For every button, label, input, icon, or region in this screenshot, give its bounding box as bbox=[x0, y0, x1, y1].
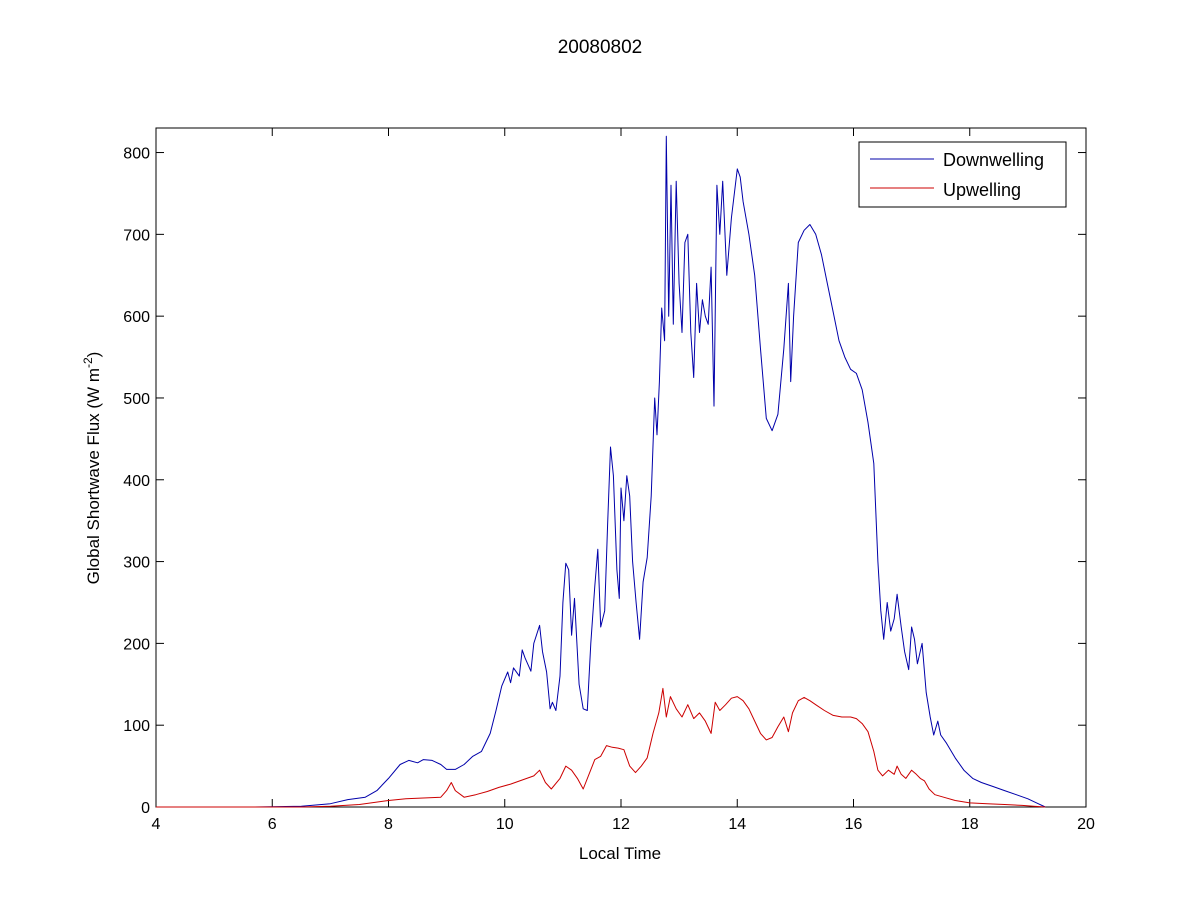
x-tick-label: 14 bbox=[728, 816, 746, 833]
y-axis-label-close: ) bbox=[84, 352, 103, 358]
y-axis-label-main: Global Shortwave Flux (W m bbox=[84, 368, 103, 584]
series-layer bbox=[156, 135, 1046, 808]
plot-area bbox=[155, 127, 1087, 808]
x-tick-label: 4 bbox=[152, 816, 161, 833]
y-tick-label: 400 bbox=[123, 473, 150, 490]
x-tick-label: 6 bbox=[268, 816, 277, 833]
y-axis-label: Global Shortwave Flux (W m-2) bbox=[81, 352, 103, 585]
y-axis-label-sup: -2 bbox=[81, 357, 95, 368]
legend-box bbox=[858, 141, 1067, 208]
legend: Downwelling Upwelling bbox=[858, 141, 1067, 208]
x-tick-label: 10 bbox=[496, 816, 514, 833]
legend-label-downwelling: Downwelling bbox=[943, 150, 1044, 170]
legend-label-upwelling: Upwelling bbox=[943, 180, 1021, 200]
x-axis-label: Local Time bbox=[579, 844, 661, 863]
chart-title: 20080802 bbox=[558, 37, 643, 58]
series-line-downwelling bbox=[156, 135, 1046, 808]
y-tick-label: 200 bbox=[123, 636, 150, 653]
y-tick-label: 500 bbox=[123, 391, 150, 408]
x-tick-label: 20 bbox=[1077, 816, 1095, 833]
x-axis: 4 6 8 10 12 14 16 18 20 bbox=[152, 128, 1095, 833]
series-line-upwelling bbox=[156, 687, 1046, 808]
y-tick-label: 100 bbox=[123, 718, 150, 735]
y-tick-label: 300 bbox=[123, 555, 150, 572]
x-tick-label: 12 bbox=[612, 816, 630, 833]
y-axis: 0 100 200 300 400 500 600 700 800 bbox=[123, 146, 1086, 817]
y-tick-label: 800 bbox=[123, 146, 150, 163]
x-tick-label: 8 bbox=[384, 816, 393, 833]
x-tick-label: 16 bbox=[845, 816, 863, 833]
x-tick-label: 18 bbox=[961, 816, 979, 833]
y-tick-label: 700 bbox=[123, 227, 150, 244]
y-tick-label: 0 bbox=[141, 800, 150, 817]
y-tick-label: 600 bbox=[123, 309, 150, 326]
